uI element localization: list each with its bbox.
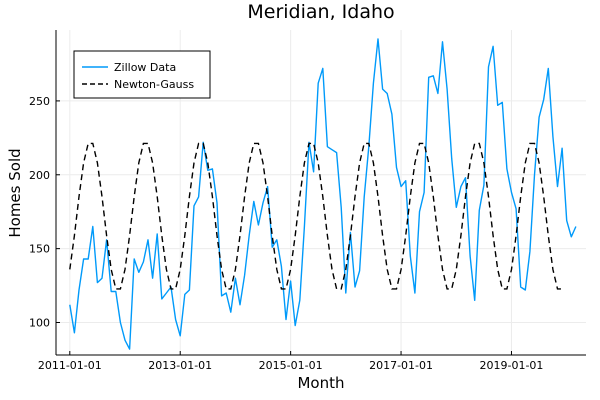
series-newton-gauss-line	[69, 142, 563, 290]
legend-label-zillow-data: Zillow Data	[114, 61, 176, 74]
x-tick-label: 2015-01-01	[259, 359, 323, 372]
x-tick-label: 2017-01-01	[369, 359, 433, 372]
chart-title: Meridian, Idaho	[247, 1, 394, 23]
legend-label-newton-gauss: Newton-Gauss	[114, 78, 194, 91]
y-tick-label: 200	[29, 169, 50, 182]
x-tick-label: 2013-01-01	[148, 359, 212, 372]
y-tick-label: 250	[29, 95, 50, 108]
legend: Zillow Data Newton-Gauss	[73, 50, 211, 99]
legend-box	[73, 50, 211, 99]
series-layer	[69, 38, 577, 350]
y-tick-label: 100	[29, 317, 50, 330]
x-tick-label: 2011-01-01	[38, 359, 102, 372]
series-zillow-data-line	[69, 38, 577, 350]
x-tick-label: 2019-01-01	[480, 359, 544, 372]
y-axis-title: Homes Sold	[6, 148, 24, 237]
y-tick-label: 150	[29, 243, 50, 256]
tick-layer: 100 150 200 250 2011-01-01 2013-01-01 2015-01-…	[29, 95, 543, 372]
x-axis-title: Month	[297, 374, 344, 392]
